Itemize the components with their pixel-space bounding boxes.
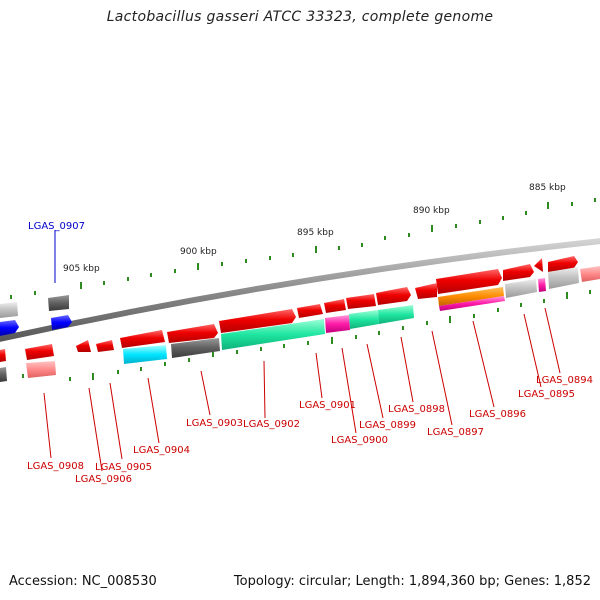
scale-label-885: 885 kbp [529, 183, 566, 193]
gene-arrow-lightgray[interactable] [505, 279, 537, 298]
reverse-track [26, 266, 600, 378]
gene-label-lgas-0908[interactable]: LGAS_0908 [27, 461, 84, 472]
gene-arrow-pink[interactable] [580, 266, 600, 282]
gene-arrow-orange[interactable] [438, 287, 504, 306]
gene-label-lgas-0900[interactable]: LGAS_0900 [331, 435, 388, 446]
genome-title: Lactobacillus gasseri ATCC 33323, comple… [106, 9, 494, 25]
gene-arrow-cyan[interactable] [123, 345, 167, 364]
gene-arrow-red[interactable] [76, 340, 91, 352]
genome-backbone [0, 238, 600, 342]
gene-label-lgas-0903[interactable]: LGAS_0903 [186, 418, 243, 429]
inner-ticks [22, 290, 591, 381]
gene-arrow-magenta[interactable] [439, 296, 505, 311]
leader-lines [43, 230, 561, 472]
gene-label-lgas-0894[interactable]: LGAS_0894 [536, 375, 593, 386]
gene-label-lgas-0906[interactable]: LGAS_0906 [75, 474, 132, 485]
gene-arrow-sea[interactable] [378, 305, 414, 324]
gene-arrow-blue[interactable] [51, 315, 72, 330]
gene-label-lgas-0898[interactable]: LGAS_0898 [388, 404, 445, 415]
gene-label-lgas-0904[interactable]: LGAS_0904 [133, 445, 190, 456]
gene-arrow-red[interactable] [219, 309, 296, 333]
gene-label-lgas-0897[interactable]: LGAS_0897 [427, 427, 484, 438]
scale-label-895: 895 kbp [297, 228, 334, 238]
gene-arrow-red[interactable] [346, 294, 376, 309]
cog-track [0, 267, 579, 382]
gene-arrow-red[interactable] [534, 258, 543, 272]
gene-label-lgas-0899[interactable]: LGAS_0899 [359, 420, 416, 431]
gene-arrow-sea[interactable] [349, 310, 379, 329]
gene-arrow-red[interactable] [0, 349, 6, 362]
gene-arrow-red[interactable] [25, 344, 54, 360]
gene-label-lgas-0905[interactable]: LGAS_0905 [95, 462, 152, 473]
forward-track [0, 256, 578, 362]
gene-arrow-magenta[interactable] [538, 278, 546, 292]
gene-label-lgas-0895[interactable]: LGAS_0895 [518, 389, 575, 400]
gene-arrow-red[interactable] [415, 283, 437, 299]
scale-ticks [10, 198, 596, 299]
gene-arrow-red[interactable] [96, 340, 114, 352]
gene-arrow-red[interactable] [297, 304, 323, 318]
gene-arrow-blue[interactable] [0, 320, 19, 336]
scale-label-900: 900 kbp [180, 247, 217, 257]
gene-arrow-lightgray[interactable] [548, 267, 579, 289]
topology-text: Topology: circular; Length: 1,894,360 bp… [233, 574, 591, 589]
gene-label-lgas-0902[interactable]: LGAS_0902 [243, 419, 300, 430]
gene-arrow-lightgray[interactable] [0, 302, 18, 318]
accession-text: Accession: NC_008530 [9, 574, 157, 589]
gene-label-lgas-0901[interactable]: LGAS_0901 [299, 400, 356, 411]
gene-arrow-sea[interactable] [221, 319, 325, 350]
gene-arrow-red[interactable] [167, 324, 218, 343]
gene-arrow-red[interactable] [503, 264, 534, 281]
gene-arrow-red[interactable] [324, 299, 346, 313]
gene-arrow-pink[interactable] [26, 361, 56, 378]
gene-arrow-darkgray[interactable] [171, 338, 220, 358]
gene-arrow-red[interactable] [376, 287, 411, 305]
gene-arrow-darkgray[interactable] [0, 367, 7, 382]
gene-arrow-darkgray[interactable] [48, 295, 69, 311]
scale-label-890: 890 kbp [413, 206, 450, 216]
gene-arrow-red[interactable] [548, 256, 578, 272]
gene-arrow-red[interactable] [120, 330, 165, 348]
gene-label-lgas-0907[interactable]: LGAS_0907 [28, 221, 85, 232]
gene-arrow-magenta[interactable] [325, 315, 350, 333]
gene-label-lgas-0896[interactable]: LGAS_0896 [469, 409, 526, 420]
scale-label-905: 905 kbp [63, 264, 100, 274]
gene-arrow-red[interactable] [436, 269, 502, 294]
